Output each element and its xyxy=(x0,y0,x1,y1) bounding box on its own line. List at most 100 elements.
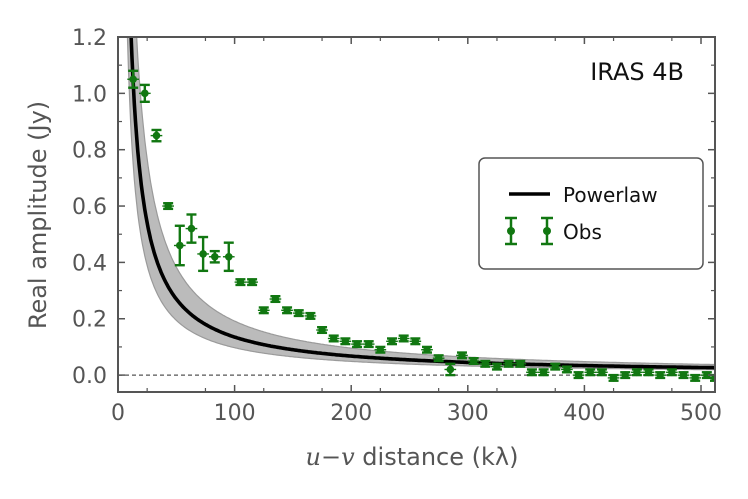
obs-point xyxy=(619,371,632,380)
obs-point xyxy=(397,334,410,343)
obs-point xyxy=(596,368,608,377)
obs-point xyxy=(362,340,375,349)
obs-point xyxy=(351,340,363,349)
obs-marker xyxy=(633,368,641,377)
obs-point xyxy=(642,368,655,377)
obs-point xyxy=(222,241,235,273)
obs-marker xyxy=(175,241,184,250)
obs-marker xyxy=(411,337,420,346)
obs-point xyxy=(269,295,282,304)
x-axis-label: u−v distance (kλ) xyxy=(306,443,519,471)
source-annotation: IRAS 4B xyxy=(590,58,684,86)
obs-marker xyxy=(586,368,595,377)
axis-ticks: 0 100 200 300 400 500 0.0 0.2 0.4 0.6 0.8 1.0 1.2 xyxy=(72,26,722,426)
obs-marker xyxy=(668,368,676,377)
obs-marker xyxy=(516,360,525,368)
obs-point xyxy=(386,337,398,346)
obs-point xyxy=(127,69,139,89)
obs-marker xyxy=(644,368,653,377)
obs-marker xyxy=(294,309,303,317)
obs-point xyxy=(631,368,643,377)
obs-marker xyxy=(353,340,361,348)
obs-point xyxy=(138,83,151,104)
obs-marker xyxy=(283,306,291,315)
obs-point xyxy=(409,337,422,346)
obs-point xyxy=(479,359,492,368)
obs-marker xyxy=(434,354,443,362)
obs-marker xyxy=(388,337,396,346)
plot-frame xyxy=(117,36,716,393)
obs-point xyxy=(374,345,387,354)
obs-point xyxy=(339,337,352,346)
obs-point xyxy=(281,306,293,315)
obs-marker xyxy=(679,371,688,379)
y-tick-label: 0.8 xyxy=(72,139,107,164)
obs-point xyxy=(246,278,258,287)
x-axis-label-rest: distance (kλ) xyxy=(355,443,519,471)
obs-point xyxy=(234,278,247,287)
plot-area xyxy=(118,37,715,382)
x-tick-label: 300 xyxy=(447,401,489,426)
obs-point xyxy=(257,306,270,315)
legend-obs-label: Obs xyxy=(563,220,602,244)
obs-marker xyxy=(656,371,664,379)
obs-marker xyxy=(164,202,172,210)
obs-marker xyxy=(609,374,618,382)
y-tick-label: 0.4 xyxy=(72,251,107,276)
obs-marker xyxy=(318,326,326,334)
x-tick-label: 200 xyxy=(330,401,372,426)
obs-point xyxy=(549,362,562,371)
x-axis-label-italic: u−v xyxy=(306,443,356,471)
obs-marker xyxy=(469,357,478,365)
obs-point xyxy=(150,128,163,143)
obs-point xyxy=(491,362,503,371)
y-axis-label: Real amplitude (Jy) xyxy=(24,101,52,329)
obs-point xyxy=(572,371,585,380)
obs-marker xyxy=(528,368,536,377)
obs-marker xyxy=(563,365,571,374)
powerlaw-model-line xyxy=(129,37,715,370)
obs-marker xyxy=(210,252,219,261)
x-tick-label: 400 xyxy=(563,401,605,426)
y-tick-label: 1.2 xyxy=(72,26,107,51)
obs-marker xyxy=(691,374,699,382)
legend-box xyxy=(478,157,704,270)
obs-marker xyxy=(199,250,207,258)
obs-point xyxy=(607,373,620,382)
obs-marker xyxy=(703,371,711,379)
obs-point xyxy=(467,356,480,366)
obs-point xyxy=(197,235,209,273)
obs-point xyxy=(666,368,678,377)
obs-marker xyxy=(423,345,431,354)
obs-point xyxy=(432,354,445,363)
x-tick-label: 500 xyxy=(680,401,722,426)
obs-marker xyxy=(141,89,149,98)
obs-marker xyxy=(493,362,501,371)
y-tick-label: 0.2 xyxy=(72,308,107,333)
obs-point xyxy=(654,371,667,380)
obs-point xyxy=(444,362,457,377)
obs-point xyxy=(304,311,317,320)
obs-point xyxy=(162,202,174,211)
legend-obs-swatch xyxy=(505,216,553,246)
obs-marker xyxy=(248,278,256,286)
obs-point xyxy=(502,359,515,368)
obs-point xyxy=(185,213,198,244)
legend: Powerlaw Obs xyxy=(478,157,704,270)
obs-point xyxy=(316,325,328,335)
obs-data-points xyxy=(127,69,715,382)
obs-point xyxy=(421,345,433,354)
x-tick-label: 0 xyxy=(111,401,125,426)
obs-point xyxy=(584,368,597,377)
legend-powerlaw-label: Powerlaw xyxy=(563,183,658,207)
obs-point xyxy=(677,371,690,380)
obs-point xyxy=(173,224,186,267)
obs-point xyxy=(327,334,340,343)
obs-marker xyxy=(152,131,161,140)
obs-marker xyxy=(306,312,315,320)
obs-marker xyxy=(481,360,490,368)
obs-marker xyxy=(376,345,385,354)
obs-point xyxy=(537,368,550,377)
y-tick-label: 0.0 xyxy=(72,364,107,389)
